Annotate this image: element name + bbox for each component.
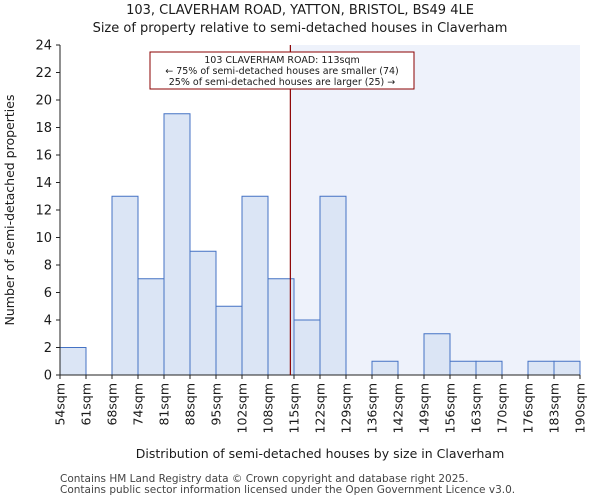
- bar-102sqm: [241, 195, 269, 376]
- bar-95sqm: [215, 305, 243, 376]
- x-tick-label-142sqm: 142sqm: [391, 383, 406, 433]
- chart-subtitle: Size of property relative to semi-detach…: [93, 21, 508, 36]
- footer-copyright: Contains HM Land Registry data © Crown c…: [60, 473, 469, 485]
- y-tick-label-18: 18: [35, 121, 52, 136]
- y-tick-label-4: 4: [44, 314, 52, 329]
- bar-115sqm: [293, 319, 321, 376]
- y-tick-label-6: 6: [44, 286, 52, 301]
- y-tick-label-20: 20: [35, 94, 52, 109]
- y-tick-label-0: 0: [44, 369, 52, 384]
- y-tick-label-16: 16: [35, 149, 52, 164]
- x-tick-label-183sqm: 183sqm: [547, 383, 562, 433]
- bar-108sqm: [267, 278, 295, 376]
- bar-54sqm: [59, 347, 87, 376]
- x-tick-label-108sqm: 108sqm: [261, 383, 276, 433]
- x-tick-label-61sqm: 61sqm: [79, 383, 94, 426]
- x-tick-label-122sqm: 122sqm: [313, 383, 328, 433]
- y-tick-label-24: 24: [35, 39, 52, 54]
- annotation-line-3: 25% of semi-detached houses are larger (…: [169, 77, 396, 88]
- y-tick-label-10: 10: [35, 231, 52, 246]
- x-tick-label-136sqm: 136sqm: [365, 383, 380, 433]
- bar-81sqm: [163, 113, 191, 376]
- bar-74sqm: [137, 278, 165, 376]
- bar-136sqm: [371, 360, 399, 376]
- x-tick-label-68sqm: 68sqm: [105, 383, 120, 426]
- x-tick-label-95sqm: 95sqm: [209, 383, 224, 426]
- y-tick-label-2: 2: [44, 341, 52, 356]
- x-tick-label-170sqm: 170sqm: [495, 383, 510, 433]
- y-tick-label-8: 8: [44, 259, 52, 274]
- x-tick-label-54sqm: 54sqm: [53, 383, 68, 426]
- x-tick-label-190sqm: 190sqm: [573, 383, 588, 433]
- x-tick-label-88sqm: 88sqm: [183, 383, 198, 426]
- bar-122sqm: [319, 195, 347, 376]
- y-axis-label: Number of semi-detached properties: [2, 95, 17, 326]
- y-tick-label-14: 14: [35, 176, 52, 191]
- footer-licence: Contains public sector information licen…: [60, 484, 516, 496]
- x-tick-label-149sqm: 149sqm: [417, 383, 432, 433]
- annotation-line-2: ← 75% of semi-detached houses are smalle…: [165, 66, 399, 77]
- annotation-box: [149, 51, 415, 90]
- x-tick-label-176sqm: 176sqm: [521, 383, 536, 433]
- bar-88sqm: [189, 250, 217, 376]
- bar-156sqm: [449, 360, 477, 376]
- x-tick-label-74sqm: 74sqm: [131, 383, 146, 426]
- x-tick-label-129sqm: 129sqm: [339, 383, 354, 433]
- bar-68sqm: [111, 195, 139, 376]
- chart-title: 103, CLAVERHAM ROAD, YATTON, BRISTOL, BS…: [126, 3, 474, 18]
- x-tick-label-163sqm: 163sqm: [469, 383, 484, 433]
- x-tick-label-81sqm: 81sqm: [157, 383, 172, 426]
- x-axis-label: Distribution of semi-detached houses by …: [136, 446, 505, 461]
- y-tick-label-12: 12: [35, 204, 52, 219]
- bar-183sqm: [553, 360, 581, 376]
- bar-176sqm: [527, 360, 555, 376]
- x-tick-label-102sqm: 102sqm: [235, 383, 250, 433]
- annotation-line-1: 103 CLAVERHAM ROAD: 113sqm: [204, 55, 359, 66]
- x-tick-label-115sqm: 115sqm: [287, 383, 302, 433]
- bar-149sqm: [423, 333, 451, 376]
- bar-163sqm: [475, 360, 503, 376]
- y-tick-label-22: 22: [35, 66, 52, 81]
- x-tick-label-156sqm: 156sqm: [443, 383, 458, 433]
